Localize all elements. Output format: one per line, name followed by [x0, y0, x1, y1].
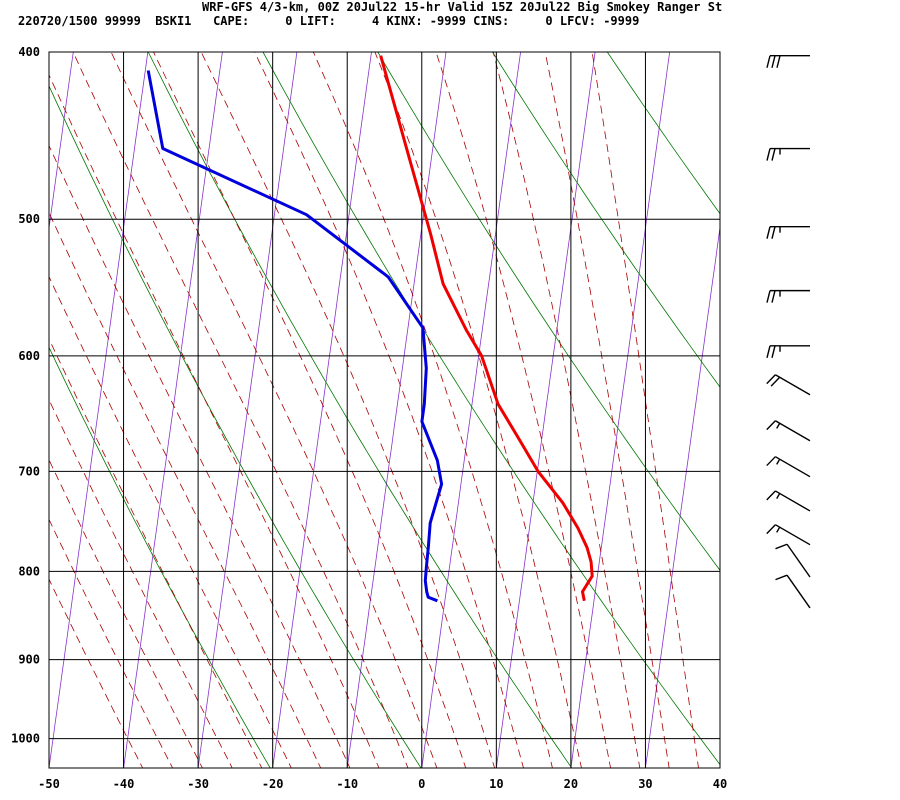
moist-adiabat-line [374, 52, 582, 768]
moist-adiabat-line [49, 338, 263, 768]
moist-adiabat-line [110, 52, 438, 768]
moist-adiabat-line [49, 398, 233, 768]
moist-adiabat-line [254, 52, 524, 768]
dry-adiabat-line [147, 52, 573, 768]
moist-adiabat-line [49, 144, 351, 768]
chart-title: WRF-GFS 4/3-km, 00Z 20Jul22 15-hr Valid … [202, 0, 723, 14]
moist-adiabat-line [49, 275, 292, 768]
dry-adiabat-line [808, 14, 900, 783]
moist-adiabat-line [49, 578, 144, 768]
isotherm-line [495, 52, 596, 768]
wind-barb [766, 490, 811, 512]
isotherm-line [0, 14, 4, 783]
y-tick-label: 800 [18, 564, 40, 578]
wind-barb [766, 374, 811, 396]
temperature-profile-line [379, 55, 594, 602]
dry-adiabat-line [606, 52, 720, 215]
moist-adiabat-line [435, 52, 612, 768]
x-tick-label: 10 [489, 777, 503, 791]
wind-barb [775, 543, 811, 578]
x-tick-label: 20 [564, 777, 578, 791]
x-tick-label: 0 [418, 777, 425, 791]
x-tick-label: -30 [187, 777, 209, 791]
moist-adiabat-line [72, 52, 409, 768]
moist-adiabat-line [591, 52, 699, 768]
y-tick-label: 500 [18, 212, 40, 226]
x-tick-label: -10 [336, 777, 358, 791]
moist-adiabat-line [49, 211, 322, 768]
x-tick-label: 40 [713, 777, 727, 791]
moist-adiabat-line [153, 52, 467, 768]
moist-adiabat-line [312, 52, 553, 768]
isotherm-line [421, 52, 522, 768]
moist-adiabat-line [49, 73, 380, 768]
wind-barb [775, 574, 811, 609]
isotherm-line [719, 765, 720, 768]
y-tick-label: 900 [18, 653, 40, 667]
y-tick-label: 700 [18, 464, 40, 478]
isotherm-line [570, 52, 671, 768]
y-tick-label: 600 [18, 349, 40, 363]
dry-adiabat-line [377, 52, 720, 571]
dry-adiabat-line [262, 52, 720, 766]
y-tick-label: 1000 [11, 732, 40, 746]
isotherm-line [197, 52, 298, 768]
isotherm-line [644, 224, 720, 768]
wind-barb [766, 55, 810, 68]
wind-barb [766, 147, 810, 161]
x-tick-label: -40 [113, 777, 135, 791]
wind-barb [766, 420, 811, 442]
dry-adiabat-line [49, 346, 271, 768]
isotherm-line [49, 52, 149, 768]
isotherm-line [272, 52, 372, 768]
isotherm-line [49, 52, 74, 231]
dry-adiabat-line [695, 14, 900, 783]
moist-adiabat-line [544, 52, 670, 768]
dewpoint-profile-line [146, 70, 444, 603]
moist-adiabat-line [492, 52, 641, 768]
isotherm-line [123, 52, 223, 768]
wind-barb [766, 456, 811, 478]
moist-adiabat-line [49, 518, 174, 768]
header: WRF-GFS 4/3-km, 00Z 20Jul22 15-hr Valid … [0, 0, 900, 40]
dry-adiabat-line [49, 85, 422, 768]
plot-frame [48, 51, 721, 769]
moist-adiabat-line [200, 52, 496, 768]
x-tick-label: 30 [638, 777, 652, 791]
moist-adiabat-line [49, 458, 203, 768]
wind-barb [766, 345, 810, 358]
stability-indices-line: 220720/1500 99999 BSKI1 CAPE: 0 LIFT: 4 … [18, 14, 640, 28]
x-tick-label: -50 [38, 777, 60, 791]
isotherm-line [793, 14, 899, 783]
wind-barb [766, 225, 810, 239]
wind-barb [766, 289, 810, 303]
dry-adiabat-line [492, 52, 720, 388]
x-tick-label: -20 [262, 777, 284, 791]
wind-barb [766, 524, 811, 546]
y-tick-label: 400 [18, 45, 40, 59]
